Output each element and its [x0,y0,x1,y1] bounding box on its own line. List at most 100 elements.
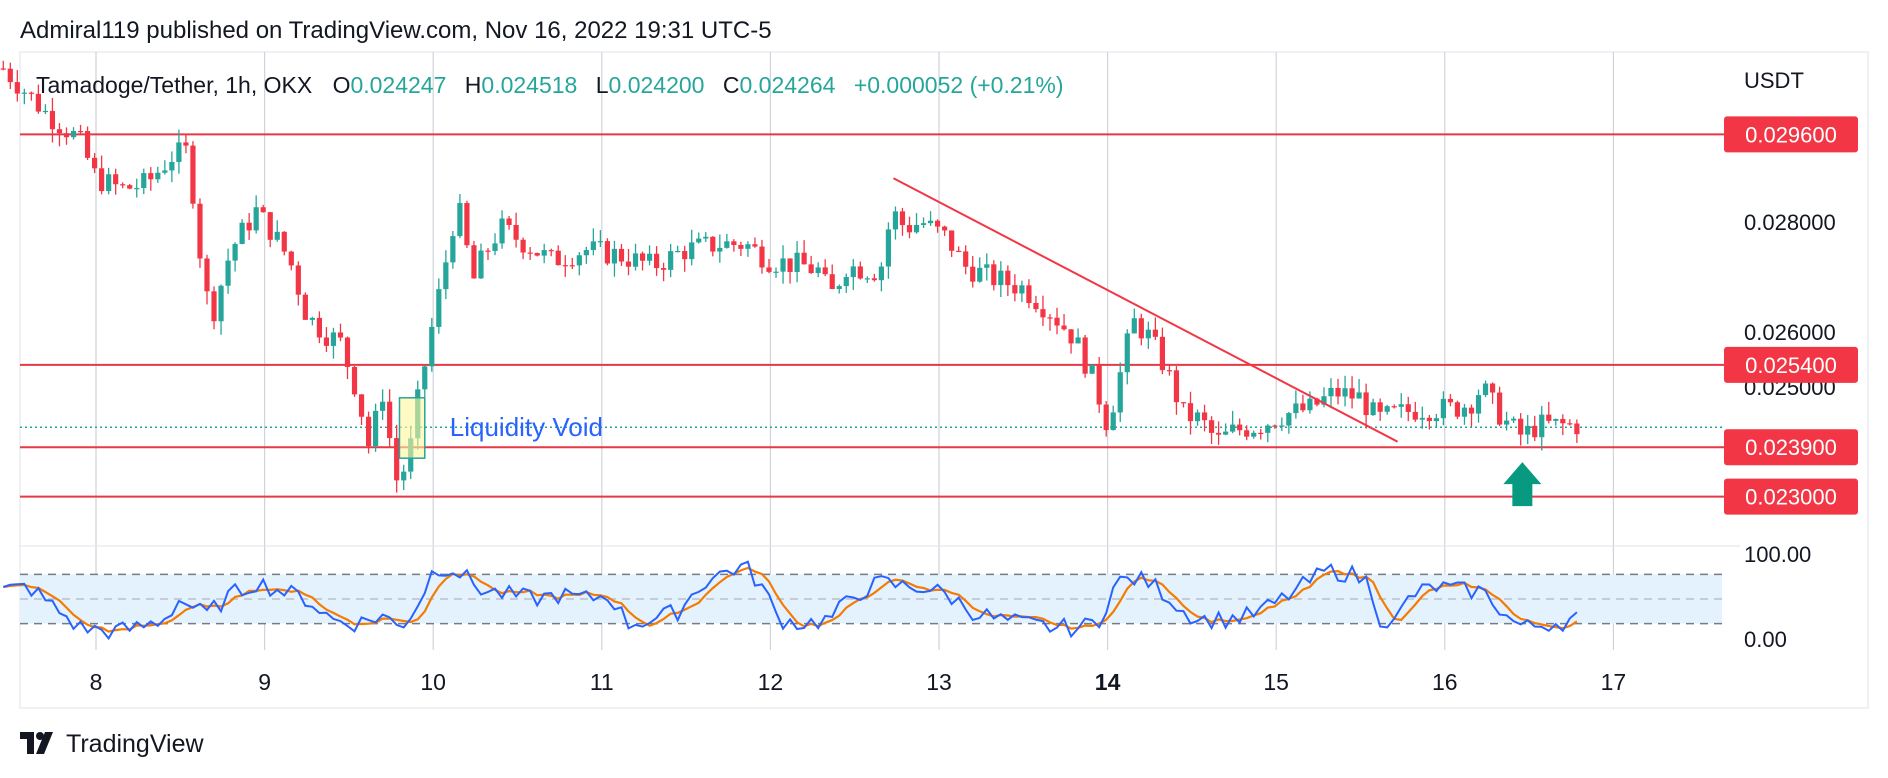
candle-body [372,410,379,447]
candle-body [506,218,512,225]
time-axis[interactable]: 8 9 10 11 12 13 14 15 16 17 [90,669,1627,695]
candle-body [1475,395,1482,414]
candle-body [1335,387,1341,397]
candle-body [752,244,758,247]
candle-body [548,250,554,252]
candle-body [197,203,203,259]
candle-body [141,173,147,189]
candle-body [829,274,835,290]
low-label: L [596,72,609,98]
candle-body [527,252,533,254]
candle-body [485,250,491,252]
candle-body [1363,392,1369,416]
candle-body [1265,425,1271,433]
candle-body [253,207,259,231]
candle-body [513,224,519,240]
liquidity-void-box[interactable] [398,397,426,459]
candle-body [28,92,34,94]
candle-body [1567,423,1573,425]
candle-body [1237,424,1243,431]
candle-body [91,157,98,169]
candle-body [836,286,842,290]
candle-body [429,326,435,367]
candle-body [639,253,646,261]
candle-body [56,129,63,134]
candle-body [1461,407,1468,417]
candle-body [696,238,702,243]
candle-body [1208,420,1215,433]
candle-body [646,253,653,261]
candle-body [1300,403,1306,411]
candle-body [1405,404,1411,412]
oscillator-axis[interactable]: 100.00 0.00 [1744,542,1811,652]
candle-body [1454,402,1461,417]
candle-body [590,241,596,251]
candle-body [260,207,266,213]
candle-body [239,222,245,244]
candle-body [106,174,112,192]
tv-logo-icon [20,732,34,754]
candle-body [401,471,407,481]
candle-body [1560,418,1566,424]
candle-body [787,258,793,273]
symbol-label: Tamadoge/Tether, 1h, OKX [36,72,312,98]
candle-body [77,131,84,133]
candle-body [1012,285,1018,294]
candle-body [1075,337,1081,344]
candle-body [134,188,140,190]
x-tick-9: 9 [258,669,271,695]
level-price-badges: 0.029600 0.025400 0.023900 0.023000 [1724,116,1858,515]
trendline[interactable] [893,177,1399,443]
candle-body [1314,398,1320,405]
candle-body [42,110,49,113]
candle-body [499,218,505,244]
candle-body [1215,432,1222,435]
x-tick-11: 11 [590,669,614,695]
candle-body [1047,317,1053,319]
candle-body [534,253,540,256]
candle-body [1068,329,1074,344]
price-pane[interactable]: Liquidity Void [0,60,1740,507]
candle-body [1258,432,1264,435]
candle-body [597,241,603,243]
candle-body [759,246,765,268]
candle-body [1433,418,1439,422]
candle-body [562,265,568,267]
candle-body [436,289,442,327]
candle-body [1033,302,1039,310]
candle-body [1412,411,1418,420]
up-arrow-icon[interactable] [1503,462,1542,507]
candle-body [942,226,948,231]
candle-body [162,170,168,173]
candle-body [1468,407,1475,414]
candle-body [344,337,351,367]
currency-label: USDT [1744,68,1804,93]
candle-body [1117,372,1123,413]
candle-body [218,285,224,322]
tradingview-logo[interactable]: TradingView [20,730,205,758]
change-value: +0.000052 (+0.21%) [854,72,1064,98]
oscillator-pane[interactable] [3,560,1722,641]
candle-body [351,366,358,395]
candle-body [864,278,870,280]
candle-body [604,241,611,264]
level-badge-0.023900 [1724,429,1858,466]
candle-body [204,258,210,292]
candle-body [21,92,27,94]
candle-body [7,68,13,83]
candle-body [794,252,800,273]
candle-body [717,247,723,252]
candle-body [1187,403,1194,422]
tradingview-brand: TradingView [66,730,205,758]
candle-body [365,416,372,447]
candle-body [1061,325,1067,330]
candle-body [682,250,688,260]
candle-body [1173,370,1180,403]
candle-body [1138,318,1144,339]
candle-body [808,264,814,274]
candle-body [541,250,547,256]
osc-tick-0.00: 0.00 [1744,627,1787,652]
candle-body [1166,370,1173,372]
candle-body [653,253,660,269]
